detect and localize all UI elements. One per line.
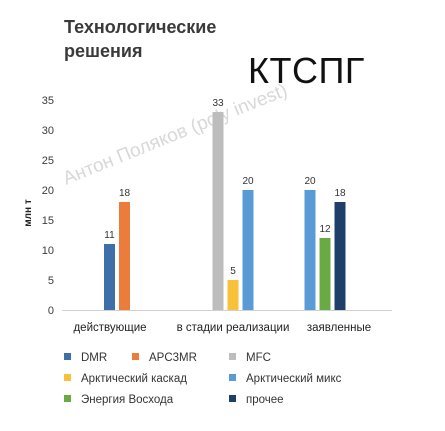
- bar: [212, 112, 224, 310]
- y-tick-label: 10: [42, 245, 54, 257]
- data-label: 33: [212, 98, 224, 109]
- data-label: 20: [304, 176, 316, 187]
- chart-title: Технологические решения: [64, 17, 217, 61]
- bar: [242, 190, 254, 310]
- legend-swatch: [64, 374, 71, 381]
- bar: [119, 202, 130, 310]
- data-label: 18: [119, 188, 131, 199]
- legend-label: Арктический микс: [246, 373, 342, 385]
- legend-item: Арктический каскад: [64, 373, 187, 385]
- data-label: 12: [319, 224, 331, 235]
- data-label: 20: [242, 176, 254, 187]
- y-tick-label: 5: [48, 275, 54, 287]
- bars: 11 18 33 5 20 20 12 18: [104, 98, 346, 310]
- y-tick-label: 0: [48, 305, 54, 317]
- y-tick-label: 15: [42, 215, 54, 227]
- y-axis-label: млн т: [23, 199, 34, 227]
- data-label: 11: [104, 230, 115, 241]
- bar: [319, 238, 331, 310]
- legend-item: Энергия Восхода: [64, 394, 173, 406]
- legend-item: APC3MR: [132, 352, 197, 364]
- legend-swatch: [229, 395, 236, 402]
- x-tick-label: заявленные: [307, 322, 371, 334]
- legend-swatch: [132, 353, 139, 360]
- legend-swatch: [64, 395, 71, 402]
- bar: [304, 190, 316, 310]
- legend-item: прочее: [229, 394, 284, 406]
- legend-label: MFC: [246, 352, 271, 364]
- legend-swatch: [229, 374, 236, 381]
- legend-swatch: [229, 353, 236, 360]
- y-tick-label: 35: [42, 95, 54, 107]
- legend-item: Арктический микс: [229, 373, 341, 385]
- data-label: 18: [334, 188, 346, 199]
- legend-label: Арктический каскад: [81, 373, 187, 385]
- bar: [104, 244, 115, 310]
- bar: [227, 280, 239, 310]
- bar-chart: 0 5 10 15 20 25 30 35 11 18 33 5 20 20 12 18 действующ…: [23, 95, 392, 334]
- legend-label: Энергия Восхода: [81, 394, 174, 406]
- y-tick-label: 30: [42, 125, 54, 137]
- y-axis: 0 5 10 15 20 25 30 35: [42, 95, 54, 317]
- data-label: 5: [230, 266, 236, 277]
- ktspg-label: КТСПГ: [248, 50, 365, 91]
- legend-label: прочее: [246, 394, 284, 406]
- x-tick-label: в стадии реализации: [177, 322, 290, 334]
- legend-swatch: [64, 353, 71, 360]
- y-tick-label: 25: [42, 155, 54, 167]
- x-axis: действующие в стадии реализации заявленные: [62, 310, 392, 334]
- legend-item: MFC: [229, 352, 271, 364]
- x-tick-label: действующие: [73, 322, 146, 334]
- bar: [334, 202, 346, 310]
- legend-item: DMR: [64, 352, 107, 364]
- legend-label: DMR: [81, 352, 108, 364]
- y-tick-label: 20: [42, 185, 54, 197]
- legend-label: APC3MR: [149, 352, 197, 364]
